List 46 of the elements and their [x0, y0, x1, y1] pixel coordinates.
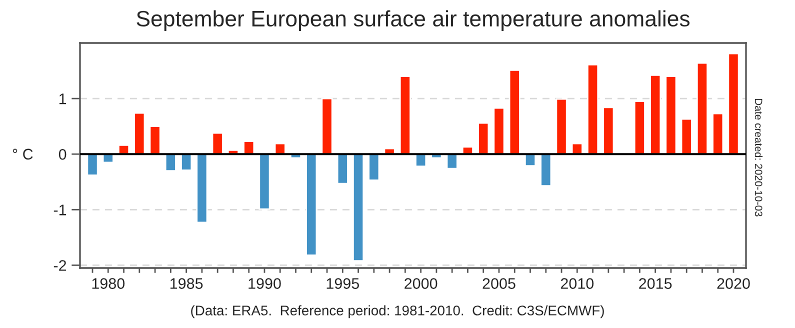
bar: [634, 100, 646, 155]
text: (Data: ERA5. Reference period: 1981-2010. Credit: C3S/ECMWF): [191, 305, 604, 318]
bar: [212, 132, 224, 155]
x-tick-label: 2010: [560, 278, 594, 289]
x-tick-label: 2020: [717, 278, 750, 289]
x-tick-label: 2005: [482, 278, 516, 289]
bar: [149, 126, 161, 155]
bar: [196, 153, 208, 224]
y-tick-label: 0: [58, 148, 66, 160]
bar: [180, 153, 192, 171]
bar: [258, 153, 270, 210]
bar: [399, 76, 411, 155]
x-tick-label: 1990: [248, 278, 281, 289]
bar: [368, 153, 380, 181]
x-tick-label: 2015: [639, 278, 672, 289]
bar: [556, 98, 568, 155]
bar: [587, 64, 599, 155]
x-tick-label: 1985: [170, 278, 203, 289]
bar: [306, 153, 318, 256]
bar: [321, 98, 333, 155]
y-axis-title: ° C: [12, 148, 33, 160]
x-tick-label: 1995: [326, 278, 360, 289]
bar: [602, 106, 614, 155]
bar: [680, 118, 692, 155]
bar: [712, 112, 724, 155]
bar: [352, 153, 364, 262]
bar: [650, 74, 662, 155]
bar: [336, 153, 348, 184]
bar: [540, 153, 552, 186]
y-tick-label: 1: [59, 94, 66, 104]
y-tick-label: -2: [54, 260, 66, 271]
x-tick-label: 1980: [92, 278, 125, 289]
bar: [696, 62, 708, 155]
bar: [665, 76, 677, 155]
bar: [478, 122, 490, 155]
bar: [134, 112, 146, 155]
x-tick-label: 2000: [404, 278, 438, 289]
bar: [86, 153, 98, 176]
bar: [493, 107, 505, 155]
bar: [728, 52, 740, 155]
y-tick-label: -1: [54, 204, 66, 216]
bar: [164, 153, 176, 172]
chart-title: September European surface air temperature anomalies: [136, 10, 690, 31]
bar: [446, 153, 458, 170]
text: Date created: 2020-10-03: [754, 98, 763, 216]
bar: [508, 70, 520, 155]
